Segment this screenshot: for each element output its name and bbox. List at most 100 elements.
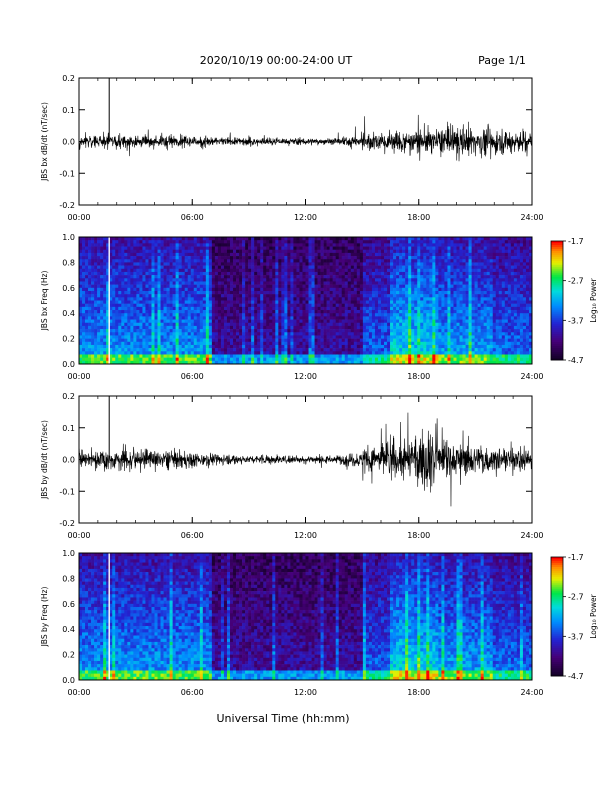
spectrogram-cell xyxy=(435,341,439,346)
spectrogram-cell xyxy=(166,322,170,327)
spectrogram-cell xyxy=(341,237,346,241)
spectrogram-cell xyxy=(371,348,376,352)
spectrogram-cell xyxy=(166,357,170,362)
spectrogram-cell xyxy=(257,275,261,279)
spectrogram-cell xyxy=(112,278,116,282)
spectrogram-cell xyxy=(166,341,170,346)
spectrogram-cell xyxy=(223,243,228,247)
spectrogram-cell xyxy=(435,287,439,292)
spectrogram-cell xyxy=(133,294,137,298)
spectrogram-cell xyxy=(187,243,192,247)
spectrogram-cell xyxy=(338,310,343,314)
spectrogram-cell xyxy=(254,259,258,263)
spectrogram-cell xyxy=(332,360,336,365)
spectrogram-cell xyxy=(178,246,182,250)
spectrogram-cell xyxy=(341,322,346,327)
spectrogram-cell xyxy=(293,240,297,244)
spectrogram-cell xyxy=(356,284,361,289)
spectrogram-cell xyxy=(127,281,131,285)
spectrogram-cell xyxy=(97,348,101,352)
spectrogram-cell xyxy=(103,303,107,308)
spectrogram-cell xyxy=(308,344,312,349)
spectrogram-cell xyxy=(320,338,324,343)
spectrogram-cell xyxy=(233,310,237,314)
spectrogram-cell xyxy=(199,300,204,304)
spectrogram-cell xyxy=(335,252,340,257)
spectrogram-cell xyxy=(103,306,107,311)
spectrogram-cell xyxy=(163,348,167,352)
spectrogram-cell xyxy=(302,259,306,263)
spectrogram-cell xyxy=(257,319,261,324)
spectrogram-cell xyxy=(260,259,264,263)
spectrogram-cell xyxy=(226,319,231,324)
spectrogram-cell xyxy=(160,268,164,273)
spectrogram-cell xyxy=(284,262,288,266)
spectrogram-cell xyxy=(393,319,397,324)
spectrogram-cell xyxy=(320,243,324,247)
spectrogram-cell xyxy=(266,351,270,355)
spectrogram-cell xyxy=(91,313,95,317)
spectrogram-cell xyxy=(121,252,125,257)
spectrogram-cell xyxy=(338,341,343,346)
spectrogram-cell xyxy=(374,338,379,343)
spectrogram-cell xyxy=(311,316,315,320)
spectrogram-cell xyxy=(118,322,122,327)
spectrogram-cell xyxy=(287,290,291,295)
spectrogram-cell xyxy=(136,284,140,289)
spectrogram-cell xyxy=(432,325,436,330)
spectrogram-cell xyxy=(414,313,418,317)
spectrogram-cell xyxy=(196,332,201,336)
spectrogram-cell xyxy=(202,256,207,260)
spectrogram-cell xyxy=(196,265,201,270)
spectrogram-cell xyxy=(263,319,267,324)
spectrogram-cell xyxy=(106,303,110,308)
spectrogram-cell xyxy=(190,329,195,333)
spectrogram-cell xyxy=(374,335,379,339)
spectrogram-cell xyxy=(124,262,128,266)
spectrogram-cell xyxy=(317,335,321,339)
spectrogram-cell xyxy=(323,351,327,355)
spectrogram-cell xyxy=(329,306,333,311)
spectrogram-cell xyxy=(359,341,364,346)
spectrogram-cell xyxy=(208,335,213,339)
spectrogram-cell xyxy=(356,316,361,320)
spectrogram-cell xyxy=(257,313,261,317)
spectrogram-cell xyxy=(269,357,273,362)
spectrogram-cell xyxy=(190,246,195,250)
spectrogram-cell xyxy=(178,341,182,346)
spectrogram-cell xyxy=(133,271,137,276)
spectrogram-cell xyxy=(151,237,155,241)
spectrogram-cell xyxy=(160,249,164,254)
spectrogram-cell xyxy=(205,278,210,282)
spectrogram-cell xyxy=(305,287,309,292)
spectrogram-cell xyxy=(432,310,436,314)
spectrogram-cell xyxy=(347,259,352,263)
spectrogram-cell xyxy=(290,322,294,327)
spectrogram-cell xyxy=(121,281,125,285)
spectrogram-cell xyxy=(97,252,101,257)
spectrogram-cell xyxy=(356,275,361,279)
spectrogram-cell xyxy=(344,322,349,327)
spectrogram-cell xyxy=(308,310,312,314)
spectrogram-cell xyxy=(242,287,246,292)
spectrogram-cell xyxy=(79,348,83,352)
spectrogram-cell xyxy=(196,354,201,358)
spectrogram-cell xyxy=(109,313,113,317)
spectrogram-cell xyxy=(205,262,210,266)
spectrogram-cell xyxy=(347,275,352,279)
spectrogram-cell xyxy=(169,357,173,362)
spectrogram-cell xyxy=(381,243,385,247)
spectrogram-cell xyxy=(187,297,192,301)
spectrogram-cell xyxy=(399,357,403,362)
spectrogram-cell xyxy=(160,348,164,352)
spectrogram-cell xyxy=(178,262,182,266)
spectrogram-cell xyxy=(387,338,391,343)
spectrogram-cell xyxy=(82,329,86,333)
spectrogram-cell xyxy=(124,300,128,304)
spectrogram-cell xyxy=(199,259,204,263)
spectrogram-cell xyxy=(103,278,107,282)
spectrogram-cell xyxy=(85,335,89,339)
spectrogram-cell xyxy=(112,243,116,247)
spectrogram-cell xyxy=(399,294,403,298)
spectrogram-cell xyxy=(390,278,394,282)
